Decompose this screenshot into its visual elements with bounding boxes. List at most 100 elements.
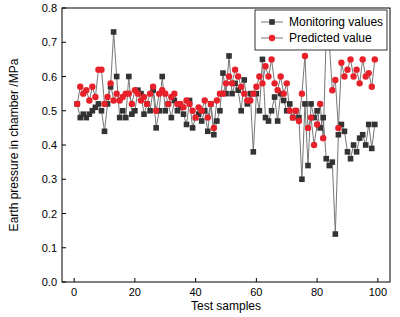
data-point	[89, 84, 95, 90]
y-tick-label: 0.1	[42, 242, 57, 254]
data-point	[336, 132, 342, 138]
y-tick	[62, 8, 66, 9]
data-point	[256, 73, 262, 79]
data-point	[290, 115, 296, 121]
data-point	[159, 74, 165, 80]
data-point	[372, 122, 378, 128]
data-point	[229, 91, 235, 97]
data-point	[308, 101, 314, 107]
data-point	[120, 108, 126, 114]
data-point	[135, 90, 141, 96]
y-tick-label: 0.0	[42, 276, 57, 288]
data-point	[117, 115, 123, 121]
data-point	[293, 108, 299, 114]
data-point	[162, 90, 168, 96]
data-point	[369, 84, 375, 90]
data-point	[356, 80, 362, 86]
data-point	[96, 101, 102, 107]
data-point	[302, 101, 308, 107]
data-point	[250, 90, 256, 96]
data-point	[257, 108, 263, 114]
y-tick-label: 0.3	[42, 173, 57, 185]
data-point	[86, 97, 92, 103]
y-tick	[62, 145, 66, 146]
data-point	[141, 94, 147, 100]
data-point	[342, 129, 348, 135]
plot-area	[74, 29, 378, 237]
data-point	[345, 149, 351, 155]
data-point	[141, 111, 147, 117]
data-point	[265, 73, 271, 79]
data-point	[104, 94, 110, 100]
data-point	[348, 156, 354, 162]
x-tick	[74, 278, 75, 282]
data-point	[277, 73, 283, 79]
data-point	[102, 129, 108, 135]
data-point	[199, 118, 205, 124]
data-point	[271, 80, 277, 86]
legend: Monitoring valuesPredicted value	[255, 10, 387, 50]
data-point	[205, 129, 211, 135]
data-point	[266, 118, 272, 124]
data-point	[333, 231, 339, 237]
x-tick	[377, 278, 378, 282]
data-point	[235, 73, 241, 79]
plot-frame	[62, 8, 390, 282]
y-tick	[62, 76, 66, 77]
data-point	[275, 118, 281, 124]
data-point	[217, 108, 223, 114]
data-point	[247, 97, 253, 103]
legend-box	[255, 10, 387, 50]
data-point	[193, 115, 199, 121]
data-point	[281, 98, 287, 104]
data-point	[189, 108, 195, 114]
data-point	[171, 90, 177, 96]
y-tick-label: 0.2	[42, 208, 57, 220]
data-point	[274, 87, 280, 93]
data-point	[129, 101, 135, 107]
data-point	[311, 142, 317, 148]
data-point	[272, 94, 278, 100]
data-point	[314, 121, 320, 127]
data-point	[126, 74, 132, 80]
legend-label: Monitoring values	[289, 15, 383, 29]
data-point	[317, 101, 323, 107]
x-tick	[195, 278, 196, 282]
data-point	[251, 149, 257, 155]
legend-marker	[269, 35, 275, 41]
data-point	[114, 74, 120, 80]
data-point	[369, 146, 375, 152]
x-tick-label: 60	[250, 286, 262, 298]
data-point	[241, 77, 247, 83]
y-tick	[62, 282, 66, 283]
data-point	[293, 108, 299, 114]
y-tick	[62, 42, 66, 43]
data-point	[153, 108, 159, 114]
data-point	[83, 87, 89, 93]
x-tick-label: 0	[71, 286, 77, 298]
data-point	[287, 101, 293, 107]
data-point	[305, 125, 311, 131]
data-point	[341, 73, 347, 79]
data-point	[165, 101, 171, 107]
data-point	[226, 53, 232, 59]
data-point	[223, 80, 229, 86]
data-point	[74, 101, 80, 107]
legend-marker	[269, 19, 275, 25]
data-point	[238, 108, 244, 114]
y-tick	[62, 247, 66, 248]
data-point	[241, 90, 247, 96]
data-point	[74, 101, 80, 107]
data-point	[284, 80, 290, 86]
data-point	[372, 56, 378, 62]
x-tick-label: 40	[190, 286, 202, 298]
data-point	[338, 60, 344, 66]
data-point	[302, 53, 308, 59]
data-point	[147, 90, 153, 96]
x-tick	[134, 278, 135, 282]
data-point	[359, 56, 365, 62]
data-point	[111, 29, 117, 35]
data-point	[314, 108, 320, 114]
data-point	[162, 108, 168, 114]
x-tick-label: 100	[369, 286, 387, 298]
